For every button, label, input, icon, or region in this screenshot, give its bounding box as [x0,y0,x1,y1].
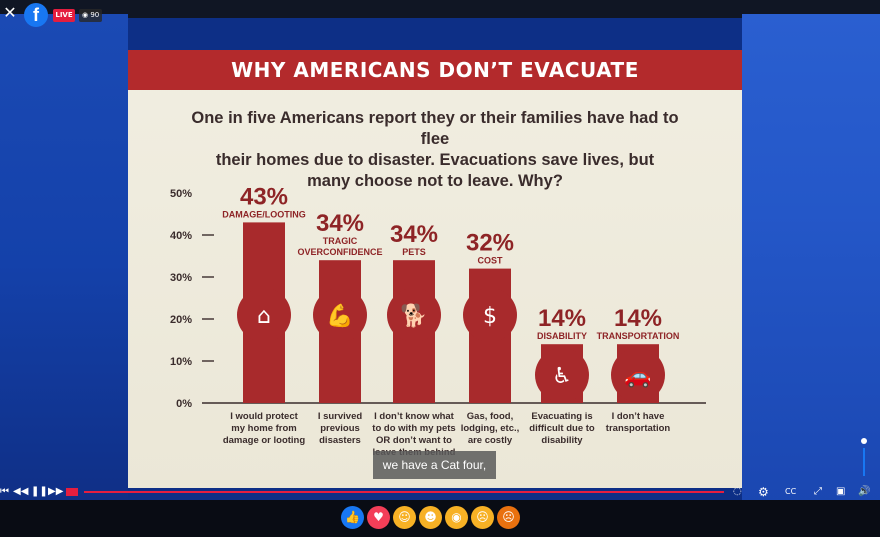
bar-description: disasters [319,435,361,446]
icon-circle [535,348,589,402]
care-reaction-icon[interactable]: ☺ [393,506,416,529]
y-tick-label: 40% [170,230,192,242]
bar-description: OR don’t want to [376,435,452,446]
bar-description: previous [320,423,360,434]
top-bar [0,0,880,18]
volume-slider-track [863,448,865,476]
player-controls: ⏮ ◀◀ ❚❚ ▶▶ ◌ ⚙ CC ⤢ ▣ 🔊 [0,483,880,501]
live-caption: we have a Cat four, [373,451,496,479]
like-reaction-icon[interactable]: 👍 [341,506,364,529]
icon-circle [313,288,367,342]
subtitle-line-3: many choose not to leave. Why? [307,172,563,190]
icon-circle [611,348,665,402]
slide-title: WHY AMERICANS DON’T EVACUATE [231,58,639,82]
category-label: PETS [402,247,426,257]
data-label: 34% [390,221,438,248]
background-right [742,14,880,514]
data-label: 14% [614,305,662,332]
eye-icon: ◉ [82,11,89,19]
closed-captions-icon[interactable]: CC [785,487,797,496]
close-icon[interactable]: ✕ [3,3,17,22]
data-label: 14% [538,305,586,332]
live-indicator [66,488,78,496]
viewer-count-value: 90 [90,11,100,19]
data-label: 43% [240,183,288,210]
category-label: DAMAGE/LOOTING [222,209,306,219]
slide-banner: WHY AMERICANS DON’T EVACUATE [128,50,742,90]
slide-subtitle: One in five Americans report they or the… [188,108,682,192]
volume-slider-knob[interactable] [861,438,867,444]
pause-icon[interactable]: ❚❚ [31,486,48,497]
category-label: TRANSPORTATION [597,331,680,341]
car-icon: 🚗 [624,364,651,389]
volume-slider[interactable] [861,438,867,478]
subtitle-line-1: One in five Americans report they or the… [191,109,679,148]
dog-icon: 🐕 [400,303,427,329]
fullscreen-icon[interactable]: ⤢ [814,486,822,497]
bar-description: to do with my pets [372,423,455,434]
rewind-icon[interactable]: ◀◀ [13,486,29,497]
live-badge: LIVE [53,9,75,22]
icon-circle [463,288,517,342]
comment-icon[interactable]: ◌ [733,486,742,497]
sad-reaction-icon[interactable]: ☹ [471,506,494,529]
bar-description: I don’t have [612,411,665,422]
bar-description: Gas, food, [467,411,513,422]
bar-description: disability [541,435,583,446]
bar-description: transportation [606,423,671,434]
bar-description: difficult due to [529,423,595,434]
muscle-icon: 💪 [326,303,353,329]
y-tick-label: 10% [170,356,192,368]
skip-back-icon[interactable]: ⏮ [0,486,9,497]
category-label: TRAGIC [323,236,358,246]
viewer-count: ◉ 90 [79,9,103,22]
data-label: 34% [316,210,364,237]
house-icon: ⌂ [257,304,271,329]
wow-reaction-icon[interactable]: ◉ [445,506,468,529]
category-label: DISABILITY [537,331,587,341]
reaction-bar: 👍 ♥ ☺ ☻ ◉ ☹ ☹ [341,506,520,532]
y-tick-label: 20% [170,314,192,326]
bar-description: lodging, etc., [461,423,520,434]
data-label: 32% [466,230,514,257]
icon-circle [387,288,441,342]
wheelchair-icon: ♿ [552,364,572,389]
bar-description: I would protect [230,411,298,422]
background-left [0,14,128,514]
angry-reaction-icon[interactable]: ☹ [497,506,520,529]
bar-description: I survived [318,411,363,422]
category-label: OVERCONFIDENCE [297,247,382,257]
bar-description: I don’t know what [374,411,455,422]
picture-in-picture-icon[interactable]: ▣ [836,486,846,497]
dollar-icon: $ [483,304,497,329]
y-tick-label: 30% [170,272,192,284]
y-tick-label: 0% [176,398,192,410]
category-label: COST [477,256,503,266]
facebook-logo-icon: f [24,3,48,27]
bar-description: are costly [468,435,513,446]
volume-icon[interactable]: 🔊 [858,486,871,497]
haha-reaction-icon[interactable]: ☻ [419,506,442,529]
bar-description: Evacuating is [531,411,592,422]
bar-description: my home from [231,423,296,434]
subtitle-line-2: their homes due to disaster. Evacuations… [215,151,655,169]
forward-icon[interactable]: ▶▶ [48,486,64,497]
y-tick-label: 50% [170,188,192,200]
gear-icon[interactable]: ⚙ [758,485,769,499]
progress-bar[interactable] [84,491,724,493]
bar-description: damage or looting [223,435,306,446]
icon-circle [237,288,291,342]
slide: WHY AMERICANS DON’T EVACUATE One in five… [128,50,742,488]
love-reaction-icon[interactable]: ♥ [367,506,390,529]
